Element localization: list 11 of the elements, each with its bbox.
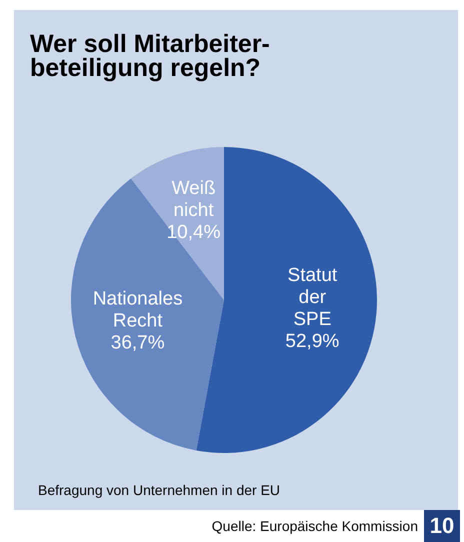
slice-label: Nationales Recht xyxy=(92,288,183,332)
slice-label: Weiß nicht xyxy=(172,178,216,221)
pie-slice xyxy=(71,178,224,450)
chart-title: Wer soll Mitarbeiter- beteiligung regeln? xyxy=(30,30,270,82)
text: Befragung von Unternehmen in der EU xyxy=(38,482,280,498)
data-label: 52,9% xyxy=(285,330,340,352)
data-label: 36,7% xyxy=(110,332,165,354)
text: 10 xyxy=(424,510,460,542)
slice-label: Statut der SPE xyxy=(288,264,338,330)
source-note: Quelle: Europäische Kommission xyxy=(212,518,418,534)
data-label: 10,4% xyxy=(166,222,221,243)
